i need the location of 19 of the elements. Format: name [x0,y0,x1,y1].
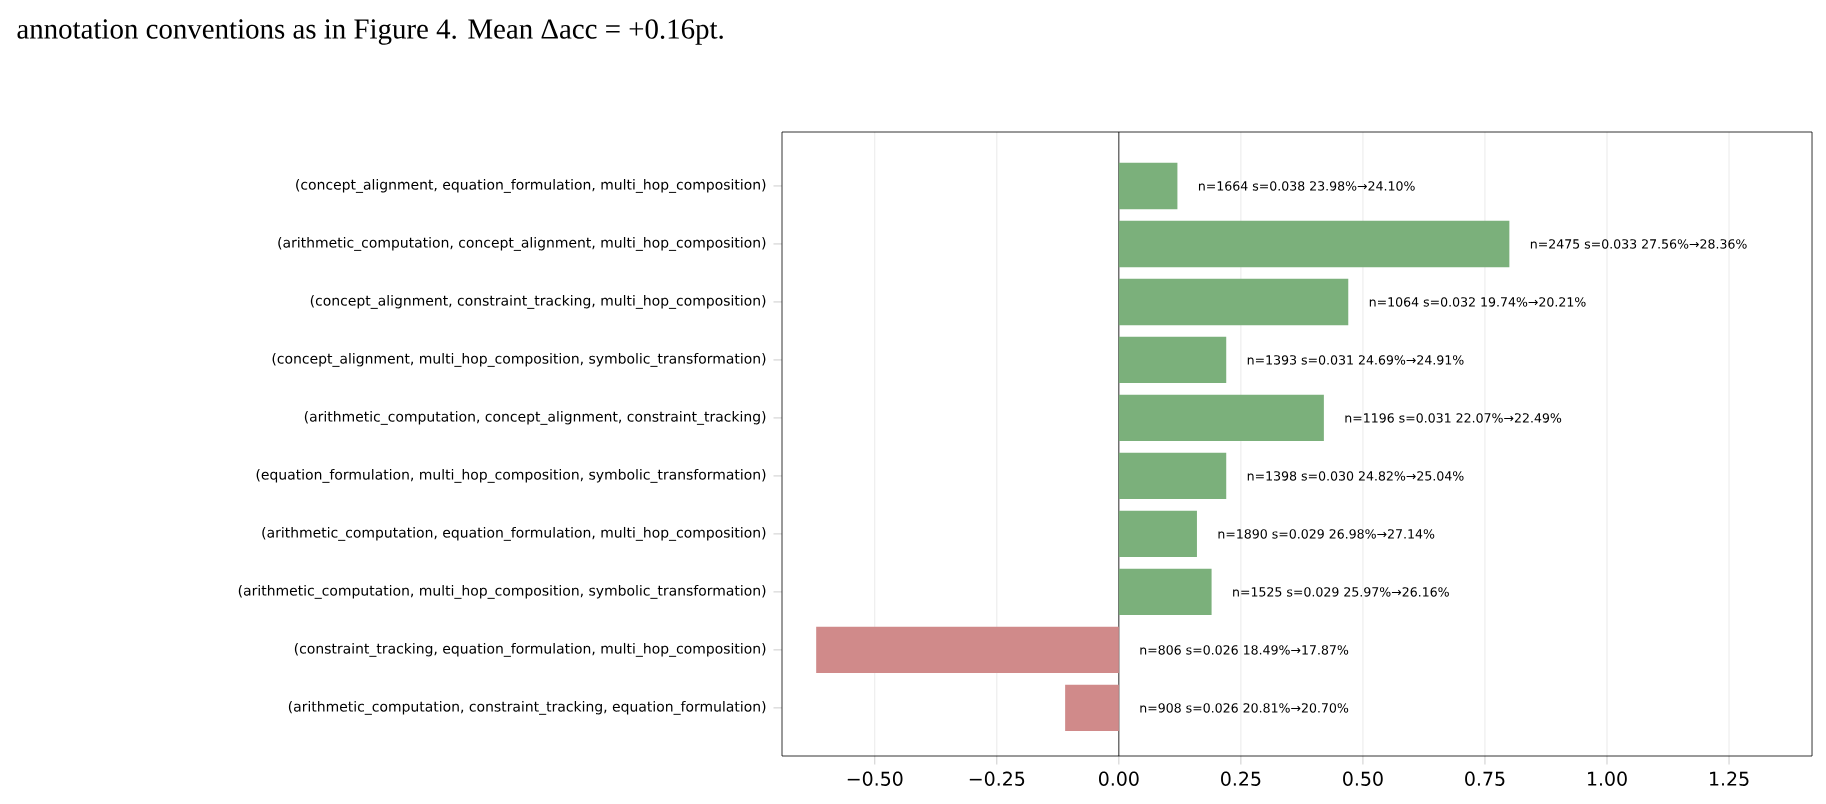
x-tick-label: 0.75 [1465,771,1505,786]
bar [816,626,1119,674]
x-tick-label: 1.00 [1588,771,1627,786]
x-tick-label: −0.25 [969,771,1025,786]
bar [1118,568,1212,616]
x-tick-label: 0.25 [1221,771,1261,786]
bar [1118,510,1197,558]
x-tick-label: 0.00 [1099,771,1139,786]
x-tick-label: 1.25 [1710,771,1749,786]
bar [1065,684,1119,732]
x-tick-label: 0.50 [1343,771,1383,786]
bar [1118,162,1178,210]
text: annotation conventions as in Figure 4. Mean Δacc = +0.16pt. [17,19,723,45]
bar [1118,220,1510,268]
bar [1118,336,1227,384]
bar [1118,394,1324,442]
x-tick-label: −0.50 [847,771,903,786]
bar [1118,278,1349,326]
bar [1118,452,1227,500]
